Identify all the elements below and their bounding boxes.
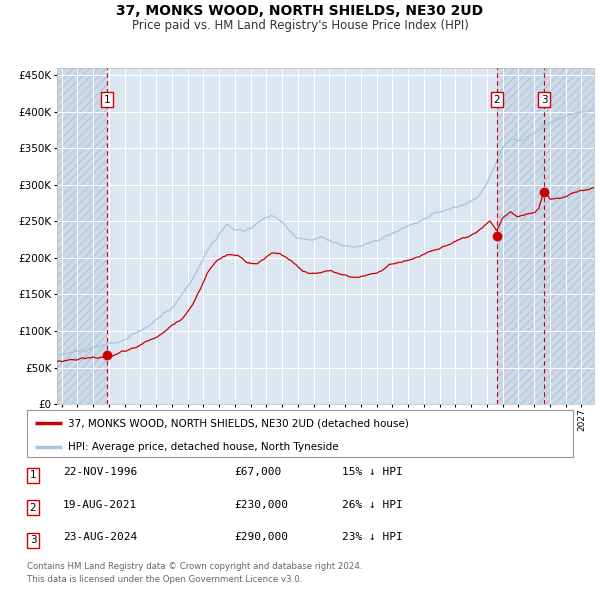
Text: 2: 2: [494, 95, 500, 105]
Text: Contains HM Land Registry data © Crown copyright and database right 2024.: Contains HM Land Registry data © Crown c…: [27, 562, 362, 571]
Text: 3: 3: [29, 535, 37, 545]
Text: 3: 3: [541, 95, 548, 105]
Text: 19-AUG-2021: 19-AUG-2021: [63, 500, 137, 510]
Text: Price paid vs. HM Land Registry's House Price Index (HPI): Price paid vs. HM Land Registry's House …: [131, 19, 469, 32]
Bar: [544, 68, 594, 404]
Text: 37, MONKS WOOD, NORTH SHIELDS, NE30 2UD (detached house): 37, MONKS WOOD, NORTH SHIELDS, NE30 2UD …: [68, 418, 409, 428]
Text: 23-AUG-2024: 23-AUG-2024: [63, 532, 137, 542]
Text: This data is licensed under the Open Government Licence v3.0.: This data is licensed under the Open Gov…: [27, 575, 302, 584]
Text: 22-NOV-1996: 22-NOV-1996: [63, 467, 137, 477]
Bar: [544, 68, 594, 404]
Bar: [497, 68, 544, 404]
Bar: [57, 68, 107, 404]
Text: 23% ↓ HPI: 23% ↓ HPI: [342, 532, 403, 542]
Text: 2: 2: [29, 503, 37, 513]
Text: 26% ↓ HPI: 26% ↓ HPI: [342, 500, 403, 510]
Text: £290,000: £290,000: [234, 532, 288, 542]
Bar: [497, 68, 544, 404]
Bar: [57, 68, 107, 404]
Text: 1: 1: [104, 95, 110, 105]
Text: £67,000: £67,000: [234, 467, 281, 477]
Text: 1: 1: [29, 470, 37, 480]
Text: HPI: Average price, detached house, North Tyneside: HPI: Average price, detached house, Nort…: [68, 442, 338, 452]
Text: 15% ↓ HPI: 15% ↓ HPI: [342, 467, 403, 477]
Text: 37, MONKS WOOD, NORTH SHIELDS, NE30 2UD: 37, MONKS WOOD, NORTH SHIELDS, NE30 2UD: [116, 4, 484, 18]
Text: £230,000: £230,000: [234, 500, 288, 510]
